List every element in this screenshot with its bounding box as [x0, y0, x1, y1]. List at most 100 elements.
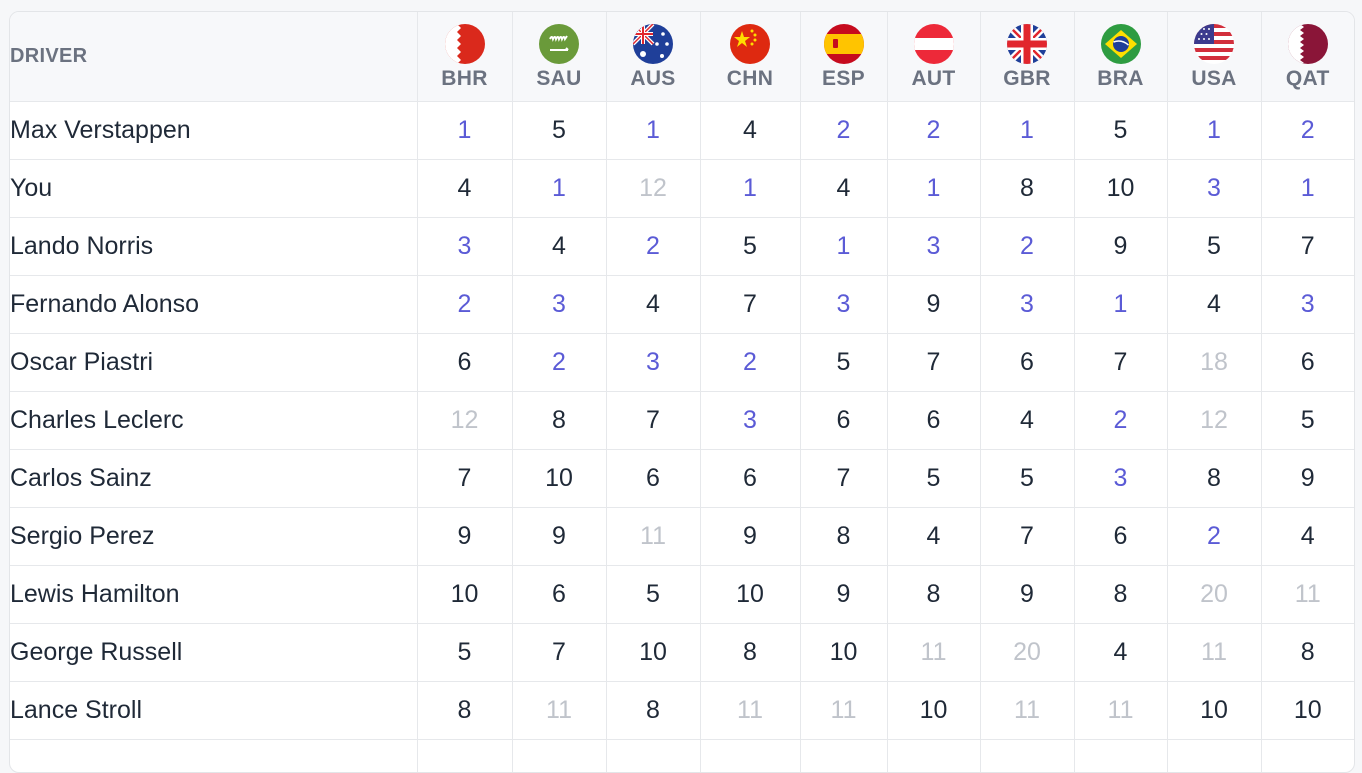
position-cell: 5 — [606, 566, 700, 624]
position-cell: 8 — [1167, 450, 1261, 508]
position-cell: 3 — [887, 218, 980, 276]
qatar-flag-icon — [1288, 24, 1328, 64]
position-cell: 2 — [700, 334, 800, 392]
position-cell — [417, 740, 512, 773]
position-cell: 10 — [1167, 682, 1261, 740]
position-cell: 8 — [1074, 566, 1167, 624]
position-cell: 11 — [980, 682, 1074, 740]
position-cell — [700, 740, 800, 773]
position-cell: 10 — [800, 624, 887, 682]
race-header-sau[interactable]: SAU — [512, 12, 606, 102]
position-cell: 9 — [980, 566, 1074, 624]
race-code: AUS — [630, 67, 675, 91]
position-cell: 12 — [417, 392, 512, 450]
position-cell: 4 — [1261, 508, 1354, 566]
position-cell: 7 — [1261, 218, 1354, 276]
position-cell: 6 — [1074, 508, 1167, 566]
position-cell: 5 — [1074, 102, 1167, 160]
austria-flag-icon — [914, 24, 954, 64]
table-row[interactable] — [10, 740, 1354, 773]
brazil-flag-icon — [1101, 24, 1141, 64]
position-cell: 8 — [417, 682, 512, 740]
driver-name-cell — [10, 740, 417, 773]
position-cell: 4 — [700, 102, 800, 160]
position-cell: 3 — [800, 276, 887, 334]
driver-name-cell: Sergio Perez — [10, 508, 417, 566]
usa-flag-icon — [1194, 24, 1234, 64]
driver-name-cell: George Russell — [10, 624, 417, 682]
position-cell — [1167, 740, 1261, 773]
position-cell: 10 — [700, 566, 800, 624]
position-cell: 4 — [1074, 624, 1167, 682]
position-cell: 5 — [1167, 218, 1261, 276]
position-cell: 5 — [800, 334, 887, 392]
position-cell: 8 — [1261, 624, 1354, 682]
driver-name-cell: Lewis Hamilton — [10, 566, 417, 624]
saudi-arabia-flag-icon — [539, 24, 579, 64]
position-cell: 7 — [887, 334, 980, 392]
position-cell: 5 — [512, 102, 606, 160]
position-cell: 7 — [417, 450, 512, 508]
position-cell: 20 — [980, 624, 1074, 682]
driver-name-cell: Oscar Piastri — [10, 334, 417, 392]
position-cell: 10 — [417, 566, 512, 624]
position-cell: 11 — [1074, 682, 1167, 740]
position-cell: 6 — [980, 334, 1074, 392]
race-code: GBR — [1003, 67, 1051, 91]
position-cell: 9 — [700, 508, 800, 566]
position-cell: 2 — [800, 102, 887, 160]
position-cell: 4 — [417, 160, 512, 218]
china-flag-icon — [730, 24, 770, 64]
position-cell: 6 — [606, 450, 700, 508]
position-cell: 2 — [1167, 508, 1261, 566]
results-table-card: DRIVER BHR SAU AUS CHN ESP — [9, 11, 1355, 773]
position-cell: 8 — [512, 392, 606, 450]
position-cell: 20 — [1167, 566, 1261, 624]
position-cell: 11 — [606, 508, 700, 566]
race-code: ESP — [822, 67, 865, 91]
position-cell: 3 — [512, 276, 606, 334]
position-cell: 12 — [606, 160, 700, 218]
position-cell: 6 — [887, 392, 980, 450]
race-header-esp[interactable]: ESP — [800, 12, 887, 102]
race-code: QAT — [1286, 67, 1330, 91]
race-header-qat[interactable]: QAT — [1261, 12, 1354, 102]
position-cell: 1 — [1261, 160, 1354, 218]
position-cell: 7 — [1074, 334, 1167, 392]
position-cell: 7 — [800, 450, 887, 508]
position-cell: 4 — [512, 218, 606, 276]
position-cell: 9 — [417, 508, 512, 566]
position-cell: 2 — [1074, 392, 1167, 450]
position-cell: 3 — [700, 392, 800, 450]
position-cell: 5 — [1261, 392, 1354, 450]
race-header-bhr[interactable]: BHR — [417, 12, 512, 102]
position-cell: 4 — [1167, 276, 1261, 334]
race-header-aus[interactable]: AUS — [606, 12, 700, 102]
position-cell: 1 — [887, 160, 980, 218]
race-header-gbr[interactable]: GBR — [980, 12, 1074, 102]
position-cell: 8 — [606, 682, 700, 740]
driver-column-header[interactable]: DRIVER — [10, 12, 417, 102]
race-header-bra[interactable]: BRA — [1074, 12, 1167, 102]
position-cell: 4 — [887, 508, 980, 566]
position-cell: 6 — [1261, 334, 1354, 392]
race-header-chn[interactable]: CHN — [700, 12, 800, 102]
table-header-row: DRIVER BHR SAU AUS CHN ESP — [10, 12, 1354, 102]
race-header-usa[interactable]: USA — [1167, 12, 1261, 102]
position-cell: 10 — [1074, 160, 1167, 218]
position-cell: 11 — [512, 682, 606, 740]
race-header-aut[interactable]: AUT — [887, 12, 980, 102]
position-cell: 4 — [606, 276, 700, 334]
